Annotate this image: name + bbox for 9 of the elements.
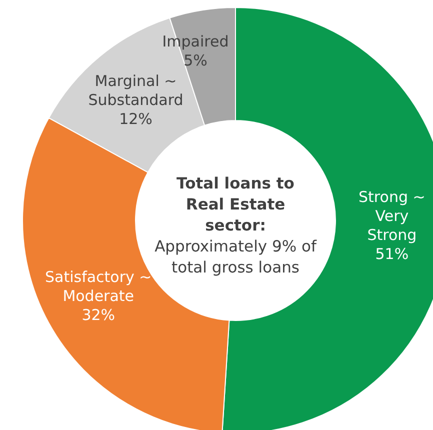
data-label: 32% xyxy=(82,306,116,324)
data-label: 5% xyxy=(184,52,208,70)
data-label: 12% xyxy=(119,110,152,128)
text: Approximately 9% of total gross loans xyxy=(154,238,317,276)
data-label: 51% xyxy=(375,244,409,263)
slice-label: Satisfactory ~ Moderate xyxy=(44,268,152,305)
text: Total loans to Real Estate sector: xyxy=(176,174,294,234)
slice-label: Marginal ~ Substandard xyxy=(88,72,184,109)
slice-label: Strong ~ Very Strong xyxy=(358,188,426,244)
